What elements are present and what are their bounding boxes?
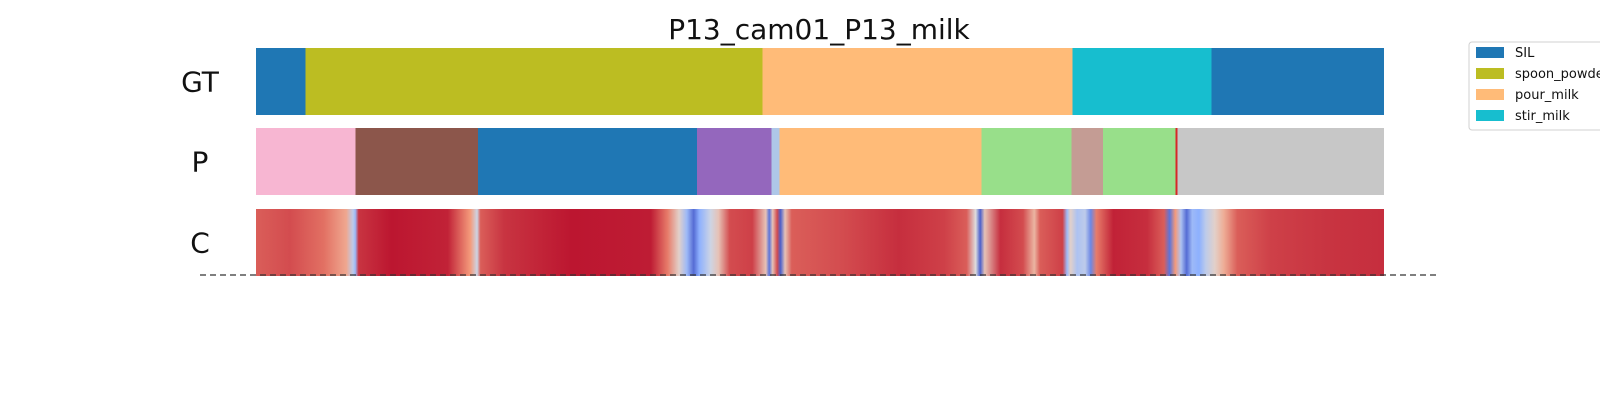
chart-title: P13_cam01_P13_milk <box>668 13 970 46</box>
row-p: P <box>192 128 1384 195</box>
row-label-p: P <box>192 146 209 179</box>
legend-swatch-3 <box>1476 110 1504 121</box>
segment-p-0 <box>256 128 356 195</box>
segment-p-5 <box>779 128 982 195</box>
segment-p-2 <box>478 128 698 195</box>
segment-p-8 <box>1103 128 1176 195</box>
legend-swatch-1 <box>1476 68 1504 79</box>
segment-p-1 <box>355 128 479 195</box>
segment-gt-1 <box>305 48 763 115</box>
segment-p-9 <box>1175 128 1178 195</box>
segment-p-7 <box>1071 128 1104 195</box>
legend-label-2: pour_milk <box>1515 88 1579 103</box>
legend-swatch-0 <box>1476 47 1504 58</box>
legend-label-3: stir_milk <box>1515 109 1570 124</box>
timeline-rows: GT P C <box>181 48 1384 276</box>
row-gt: GT <box>181 48 1384 115</box>
row-label-gt: GT <box>181 66 220 99</box>
segment-gt-2 <box>762 48 1073 115</box>
segment-gt-3 <box>1072 48 1212 115</box>
legend-label-1: spoon_powder <box>1515 67 1600 82</box>
segment-p-6 <box>981 128 1072 195</box>
segment-p-3 <box>697 128 772 195</box>
confidence-strip <box>256 209 1384 276</box>
segment-p-4 <box>771 128 780 195</box>
row-c: C <box>190 209 1384 276</box>
legend-swatch-2 <box>1476 89 1504 100</box>
legend-frame <box>1468 41 1600 131</box>
segment-gt-0 <box>256 48 306 115</box>
segment-gt-4 <box>1211 48 1384 115</box>
legend: SIL spoon_powder pour_milk stir_milk <box>1468 41 1600 131</box>
legend-label-0: SIL <box>1515 46 1535 61</box>
legend-entries: SIL spoon_powder pour_milk stir_milk <box>1476 46 1600 124</box>
segment-p-10 <box>1177 128 1384 195</box>
row-label-c: C <box>190 227 210 260</box>
